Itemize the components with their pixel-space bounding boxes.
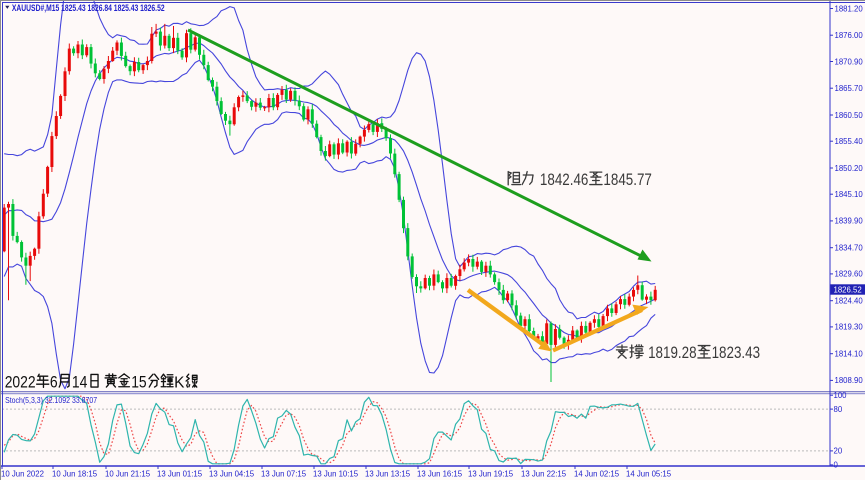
- svg-text:XAUUSD#,M15 1825.43 1826.84 1: XAUUSD#,M15 1825.43 1826.84 1825.43 1826…: [12, 3, 165, 13]
- svg-text:1819.28: 1819.28: [648, 344, 697, 362]
- svg-text:13 Jun 10:15: 13 Jun 10:15: [313, 470, 359, 479]
- svg-text:K: K: [174, 374, 185, 391]
- svg-text:100: 100: [834, 391, 848, 400]
- svg-text:1826.52: 1826.52: [834, 285, 862, 294]
- svg-text:10 Jun 21:15: 10 Jun 21:15: [105, 470, 151, 479]
- svg-text:1823.43: 1823.43: [712, 344, 761, 362]
- svg-text:1819.30: 1819.30: [835, 323, 864, 332]
- svg-text:1829.60: 1829.60: [835, 270, 864, 279]
- svg-text:1855.40: 1855.40: [835, 137, 864, 146]
- svg-text:1865.70: 1865.70: [835, 84, 864, 93]
- svg-text:1850.20: 1850.20: [835, 164, 864, 173]
- svg-text:10 Jun 2022: 10 Jun 2022: [1, 470, 44, 479]
- svg-text:0: 0: [834, 461, 839, 470]
- svg-text:1881.20: 1881.20: [835, 4, 864, 13]
- svg-text:1842.46: 1842.46: [540, 171, 589, 189]
- svg-text:1839.90: 1839.90: [835, 217, 864, 226]
- svg-text:13 Jun 13:15: 13 Jun 13:15: [365, 470, 411, 479]
- svg-text:6: 6: [50, 373, 58, 391]
- svg-text:13 Jun 19:15: 13 Jun 19:15: [468, 470, 514, 479]
- svg-text:13 Jun 07:15: 13 Jun 07:15: [261, 470, 307, 479]
- svg-text:14: 14: [72, 373, 88, 391]
- svg-text:10 Jun 18:15: 10 Jun 18:15: [52, 470, 98, 479]
- svg-text:14 Jun 05:15: 14 Jun 05:15: [626, 470, 672, 479]
- svg-text:1834.70: 1834.70: [835, 244, 864, 253]
- svg-text:20: 20: [834, 447, 843, 456]
- svg-text:Stoch(5,3,3) 32.1092 33.8707: Stoch(5,3,3) 32.1092 33.8707: [5, 395, 97, 405]
- svg-text:1845.77: 1845.77: [603, 171, 652, 189]
- svg-text:13 Jun 22:15: 13 Jun 22:15: [521, 470, 567, 479]
- svg-text:1808.90: 1808.90: [835, 376, 864, 385]
- svg-text:1876.00: 1876.00: [835, 31, 864, 40]
- svg-text:80: 80: [834, 405, 843, 414]
- svg-text:1824.40: 1824.40: [835, 297, 864, 306]
- svg-text:1860.50: 1860.50: [835, 111, 864, 120]
- svg-text:1814.10: 1814.10: [835, 350, 864, 359]
- svg-text:1870.90: 1870.90: [835, 57, 864, 66]
- svg-text:13 Jun 16:15: 13 Jun 16:15: [417, 470, 463, 479]
- svg-text:14 Jun 02:15: 14 Jun 02:15: [574, 470, 620, 479]
- svg-text:2022: 2022: [5, 373, 36, 391]
- svg-text:13 Jun 04:15: 13 Jun 04:15: [209, 470, 255, 479]
- svg-text:13 Jun 01:15: 13 Jun 01:15: [157, 470, 203, 479]
- svg-text:1845.10: 1845.10: [835, 190, 864, 199]
- svg-text:15: 15: [131, 373, 147, 391]
